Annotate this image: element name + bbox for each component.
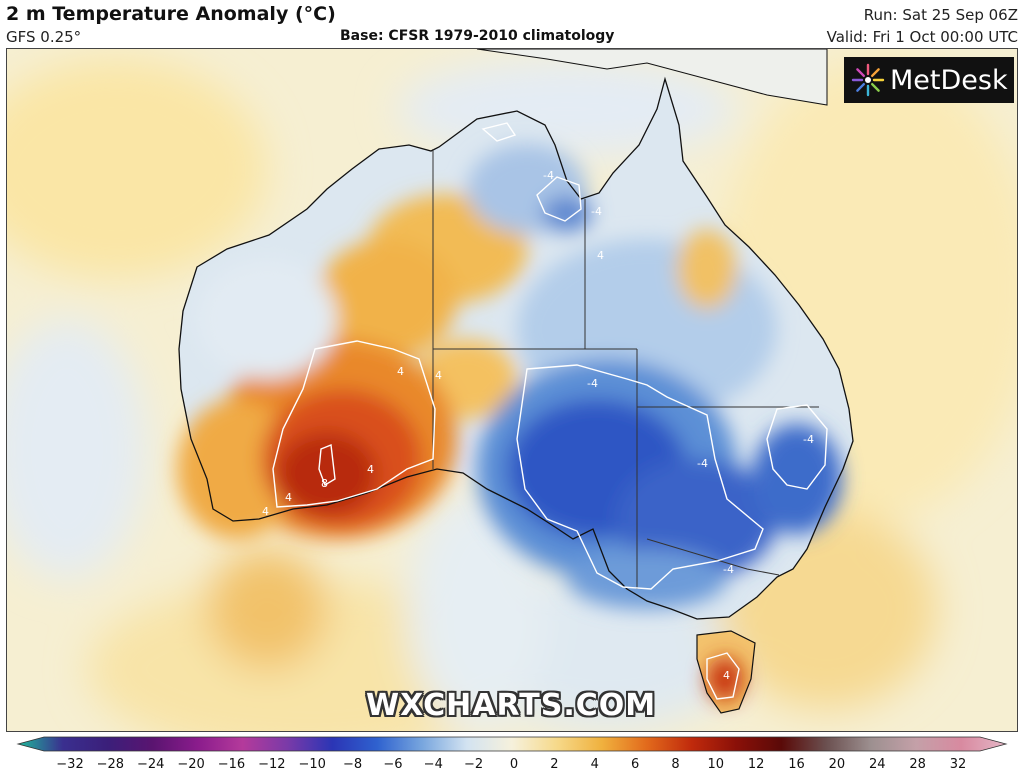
new-guinea-coastline xyxy=(476,49,828,106)
contour-label: -4 xyxy=(543,169,554,182)
colorbar-tick-label: −20 xyxy=(177,757,205,772)
contour-label: 4 xyxy=(397,365,404,378)
contour-label: 8 xyxy=(321,477,328,490)
contour-minus4-north xyxy=(536,176,582,222)
metdesk-logo-text: MetDesk xyxy=(890,64,1008,96)
colorbar-tick-label: −12 xyxy=(258,757,286,772)
colorbar-tick-label: 28 xyxy=(909,757,926,772)
colorbar-tick-label: 24 xyxy=(868,757,886,772)
colorbar-tick-label: −10 xyxy=(298,757,326,772)
chart-header: 2 m Temperature Anomaly (°C) GFS 0.25° B… xyxy=(0,0,1024,48)
wxcharts-watermark: WXCHARTS.COM xyxy=(366,688,657,723)
anomaly-shading xyxy=(177,144,842,701)
colorbar-tick-label: −6 xyxy=(383,757,403,772)
colorbar-tick-label: −2 xyxy=(464,757,484,772)
colorbar-tick-label: 32 xyxy=(949,757,967,772)
colorbar-tick-label: −8 xyxy=(342,757,363,772)
metdesk-logo: MetDesk xyxy=(844,57,1014,103)
map-canvas: 4 4 4 4 -4 -4 -4 -4 -4 -4 -4 4 8 4 4 xyxy=(7,49,1017,731)
colorbar-tick-label: 20 xyxy=(828,757,846,772)
contour-plus4-tasmania xyxy=(706,652,740,700)
contour-label: -4 xyxy=(803,433,814,446)
contour-label: 4 xyxy=(285,491,292,504)
colorbar-tick-label: 12 xyxy=(747,757,765,772)
contour-plus8 xyxy=(318,444,336,487)
contour-label: -4 xyxy=(587,377,598,390)
contour-label: -4 xyxy=(591,205,602,218)
contour-label: -4 xyxy=(697,457,708,470)
colorbar-tick-label: 4 xyxy=(590,757,599,772)
contour-label: -4 xyxy=(723,563,734,576)
valid-time-label: Valid: Fri 1 Oct 00:00 UTC xyxy=(826,28,1018,46)
contour-minus4-north-small xyxy=(481,122,517,142)
anomaly-contours xyxy=(272,122,828,700)
contour-minus4-east xyxy=(766,404,828,490)
tasmania-coastline xyxy=(696,630,756,714)
contour-label: 4 xyxy=(262,505,269,518)
colorbar-body xyxy=(16,736,1008,752)
colorbar-tick-label: −4 xyxy=(423,757,443,772)
contour-plus4-west xyxy=(272,340,436,508)
run-time-label: Run: Sat 25 Sep 06Z xyxy=(863,6,1018,24)
colorbar-tick-label: −28 xyxy=(96,757,125,772)
contour-labels: 4 4 4 4 -4 -4 -4 -4 -4 -4 -4 4 8 4 4 xyxy=(262,169,814,682)
colorbar-tick-label: −24 xyxy=(137,757,165,772)
colorbar-tick-label: −16 xyxy=(217,757,246,772)
colorbar-tick-label: 10 xyxy=(707,757,725,772)
colorbar-strip xyxy=(16,736,1008,752)
colorbar-tick-label: 0 xyxy=(509,757,519,772)
colorbar-tick-label: 16 xyxy=(788,757,805,772)
chart-title: 2 m Temperature Anomaly (°C) xyxy=(6,3,336,25)
colorbar-tick-label: 8 xyxy=(671,757,680,772)
nsw-vic-border xyxy=(646,538,780,576)
colorbar: −32 −28 −24 −20 −16 −12 −10 −8 −6 −4 −2 0 2 4 6 8 10 12 16… xyxy=(0,734,1024,779)
contour-label: 4 xyxy=(597,249,604,262)
colorbar-tick-label: −32 xyxy=(56,757,84,772)
contour-label: 4 xyxy=(435,369,442,382)
contour-minus4-southeast xyxy=(516,364,764,590)
colorbar-tick-label: 2 xyxy=(550,757,559,772)
metdesk-burst-icon xyxy=(851,63,885,97)
contour-label: 4 xyxy=(723,669,730,682)
temperature-anomaly-map: 4 4 4 4 -4 -4 -4 -4 -4 -4 -4 4 8 4 4 xyxy=(6,48,1018,732)
australia-coastline xyxy=(178,76,854,620)
model-label: GFS 0.25° xyxy=(6,28,82,46)
colorbar-tick-label: 6 xyxy=(630,757,640,772)
contour-label: 4 xyxy=(367,463,374,476)
base-climatology-label: Base: CFSR 1979-2010 climatology xyxy=(340,28,615,44)
